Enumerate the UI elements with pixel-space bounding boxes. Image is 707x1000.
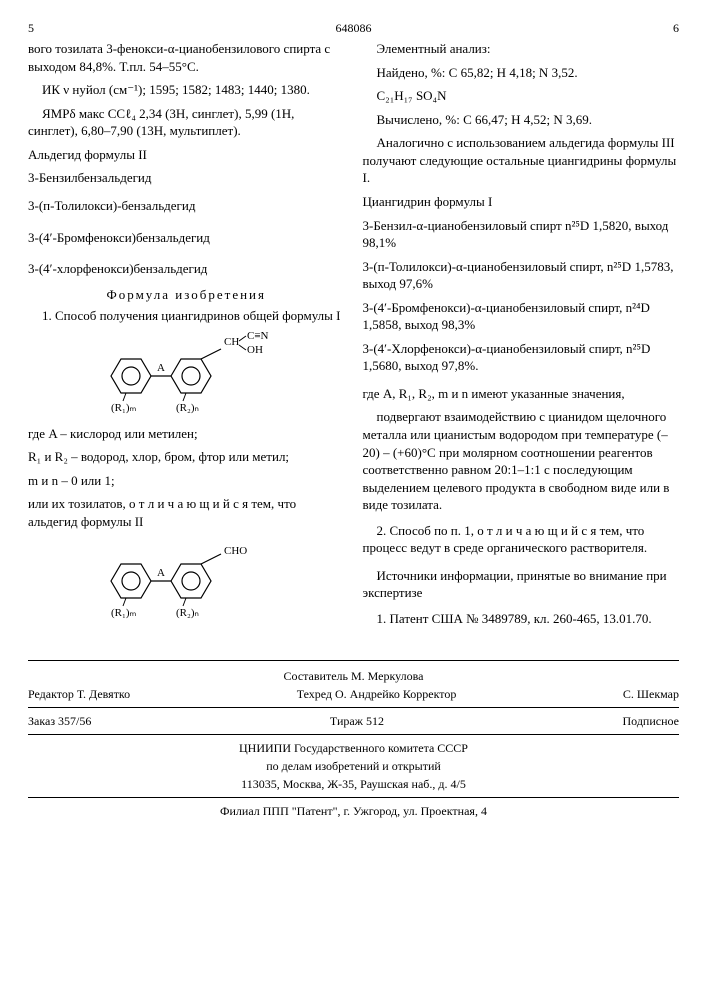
structure-formula-2: CHO A (R₁)ₘ (R₂)ₙ: [81, 536, 291, 621]
page-header: 5 648086 6: [28, 20, 679, 36]
sources-heading: Источники информации, принятые во вниман…: [363, 567, 680, 602]
right-p1: Элементный анализ:: [363, 40, 680, 58]
right-column: Элементный анализ: Найдено, %: C 65,82; …: [363, 40, 680, 633]
footer-order: Заказ 357/56: [28, 712, 91, 730]
footer-order-row: Заказ 357/56 Тираж 512 Подписное: [28, 712, 679, 735]
aldehyde-3: 3-(4′-Бромфенокси)бензальдегид: [28, 229, 345, 247]
claim-1b: где A – кислород или метилен;: [28, 425, 345, 443]
right-p4: Вычислено, %: C 66,47; H 4,52; N 3,69.: [363, 111, 680, 129]
claim-1g: подвергают взаимодействию с цианидом щел…: [363, 408, 680, 513]
cyan-4: 3-(4′-Хлорфенокси)-α-цианобензиловый спи…: [363, 340, 680, 375]
aldehyde-heading: Альдегид формулы II: [28, 146, 345, 164]
col-num-left: 5: [28, 20, 34, 36]
label-cn: C≡N: [247, 331, 269, 342]
footer-org2: по делам изобретений и открытий: [28, 757, 679, 775]
label-a1: A: [157, 362, 165, 374]
cyan-1: 3-Бензил-α-цианобензиловый спирт n²⁵D 1,…: [363, 217, 680, 252]
label-r1b: (R₁)ₘ: [111, 607, 136, 619]
claim-1a: 1. Способ получения циангидринов общей ф…: [28, 307, 345, 325]
cyan-heading: Циангидрин формулы I: [363, 193, 680, 211]
label-r2: (R₂)ₙ: [176, 402, 199, 414]
aldehyde-4: 3-(4′-хлорфенокси)бензальдегид: [28, 260, 345, 278]
left-p1: вого тозилата 3-фенокси-α-цианобензилово…: [28, 40, 345, 75]
claim-1f: где A, R₁, R₂, m и n имеют указанные зна…: [363, 385, 680, 403]
footer-composer: Составитель М. Меркулова: [28, 667, 679, 685]
footer-tech: Техред О. Андрейко Корректор: [297, 685, 457, 703]
label-oh: OH: [247, 344, 263, 356]
label-r2b: (R₂)ₙ: [176, 607, 199, 619]
footer-sign: Подписное: [623, 712, 680, 730]
cyan-3: 3-(4′-Бромфенокси)-α-цианобензиловый спи…: [363, 299, 680, 334]
right-p2: Найдено, %: C 65,82; H 4,18; N 3,52.: [363, 64, 680, 82]
label-cho: CHO: [224, 545, 247, 557]
aldehyde-1: 3-Бензилбензальдегид: [28, 169, 345, 187]
footer-tirazh: Тираж 512: [330, 712, 384, 730]
cyan-2: 3-(п-Толилокси)-α-цианобензиловый спирт,…: [363, 258, 680, 293]
footer-filial: Филиал ППП "Патент", г. Ужгород, ул. Про…: [28, 802, 679, 820]
right-p3: C₂₁H₁₇ SO₄N: [363, 87, 680, 105]
claims-title: Формула изобретения: [28, 286, 345, 304]
footer-credits-row: Редактор Т. Девятко Техред О. Андрейко К…: [28, 685, 679, 708]
footer-addr: 113035, Москва, Ж-35, Раушская наб., д. …: [28, 775, 679, 798]
claim-1c: R₁ и R₂ – водород, хлор, бром, фтор или …: [28, 448, 345, 466]
label-r1: (R₁)ₘ: [111, 402, 136, 414]
col-num-right: 6: [673, 20, 679, 36]
left-column: вого тозилата 3-фенокси-α-цианобензилово…: [28, 40, 345, 633]
footer-org1: ЦНИИПИ Государственного комитета СССР: [28, 739, 679, 757]
claim-2: 2. Способ по п. 1, о т л и ч а ю щ и й с…: [363, 522, 680, 557]
imprint-footer: Составитель М. Меркулова Редактор Т. Дев…: [28, 660, 679, 820]
footer-editor: Редактор Т. Девятко: [28, 685, 130, 703]
two-column-body: вого тозилата 3-фенокси-α-цианобензилово…: [28, 40, 679, 633]
structure-formula-1: CH C≡N OH A (R₁)ₘ (R₂)ₙ: [81, 331, 291, 421]
source-1: 1. Патент США № 3489789, кл. 260-465, 13…: [363, 610, 680, 628]
right-p5: Аналогично с использованием альдегида фо…: [363, 134, 680, 187]
patent-number: 648086: [336, 20, 372, 36]
left-p2: ИК ν нуйол (см⁻¹); 1595; 1582; 1483; 144…: [28, 81, 345, 99]
label-ch: CH: [224, 336, 239, 348]
claim-1e: или их тозилатов, о т л и ч а ю щ и й с …: [28, 495, 345, 530]
claim-1d: m и n – 0 или 1;: [28, 472, 345, 490]
label-a2: A: [157, 567, 165, 579]
footer-corrector: С. Шекмар: [623, 685, 679, 703]
left-p3: ЯМРδ макс CCℓ₄ 2,34 (3H, синглет), 5,99 …: [28, 105, 345, 140]
aldehyde-2: 3-(п-Толилокси)-бензальдегид: [28, 197, 345, 215]
